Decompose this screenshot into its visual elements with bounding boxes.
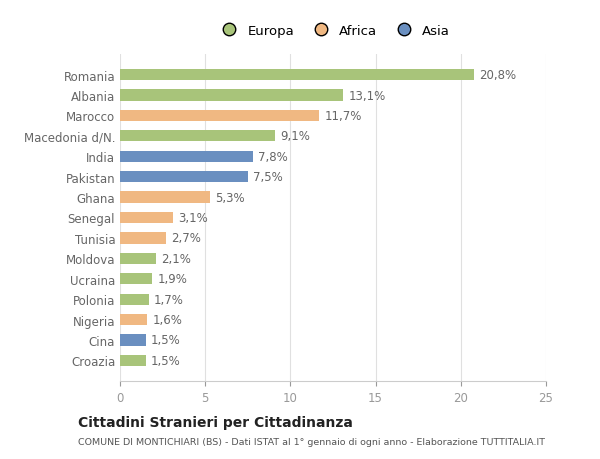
Legend: Europa, Africa, Asia: Europa, Africa, Asia (211, 19, 455, 43)
Text: 9,1%: 9,1% (280, 130, 310, 143)
Text: 7,8%: 7,8% (258, 151, 288, 163)
Text: 2,1%: 2,1% (161, 252, 191, 265)
Text: 2,7%: 2,7% (171, 232, 201, 245)
Text: 20,8%: 20,8% (479, 69, 517, 82)
Bar (120, 314, 147, 325)
Bar (120, 355, 146, 366)
Bar (120, 233, 166, 244)
Bar (120, 70, 475, 81)
Bar (120, 253, 156, 264)
Text: Cittadini Stranieri per Cittadinanza: Cittadini Stranieri per Cittadinanza (78, 415, 353, 429)
Text: 11,7%: 11,7% (325, 110, 362, 123)
Bar (120, 213, 173, 224)
Text: 1,9%: 1,9% (157, 273, 187, 285)
Text: 1,5%: 1,5% (151, 354, 181, 367)
Text: 3,1%: 3,1% (178, 212, 208, 224)
Bar (120, 90, 343, 101)
Bar (120, 111, 319, 122)
Text: 1,5%: 1,5% (151, 334, 181, 347)
Text: COMUNE DI MONTICHIARI (BS) - Dati ISTAT al 1° gennaio di ogni anno - Elaborazion: COMUNE DI MONTICHIARI (BS) - Dati ISTAT … (78, 437, 545, 446)
Bar (120, 192, 211, 203)
Bar (120, 335, 146, 346)
Bar (120, 274, 152, 285)
Text: 5,3%: 5,3% (215, 191, 245, 204)
Text: 1,6%: 1,6% (152, 313, 182, 326)
Bar (120, 131, 275, 142)
Bar (120, 151, 253, 162)
Bar (120, 172, 248, 183)
Bar (120, 294, 149, 305)
Text: 1,7%: 1,7% (154, 293, 184, 306)
Text: 13,1%: 13,1% (349, 90, 386, 102)
Text: 7,5%: 7,5% (253, 171, 283, 184)
